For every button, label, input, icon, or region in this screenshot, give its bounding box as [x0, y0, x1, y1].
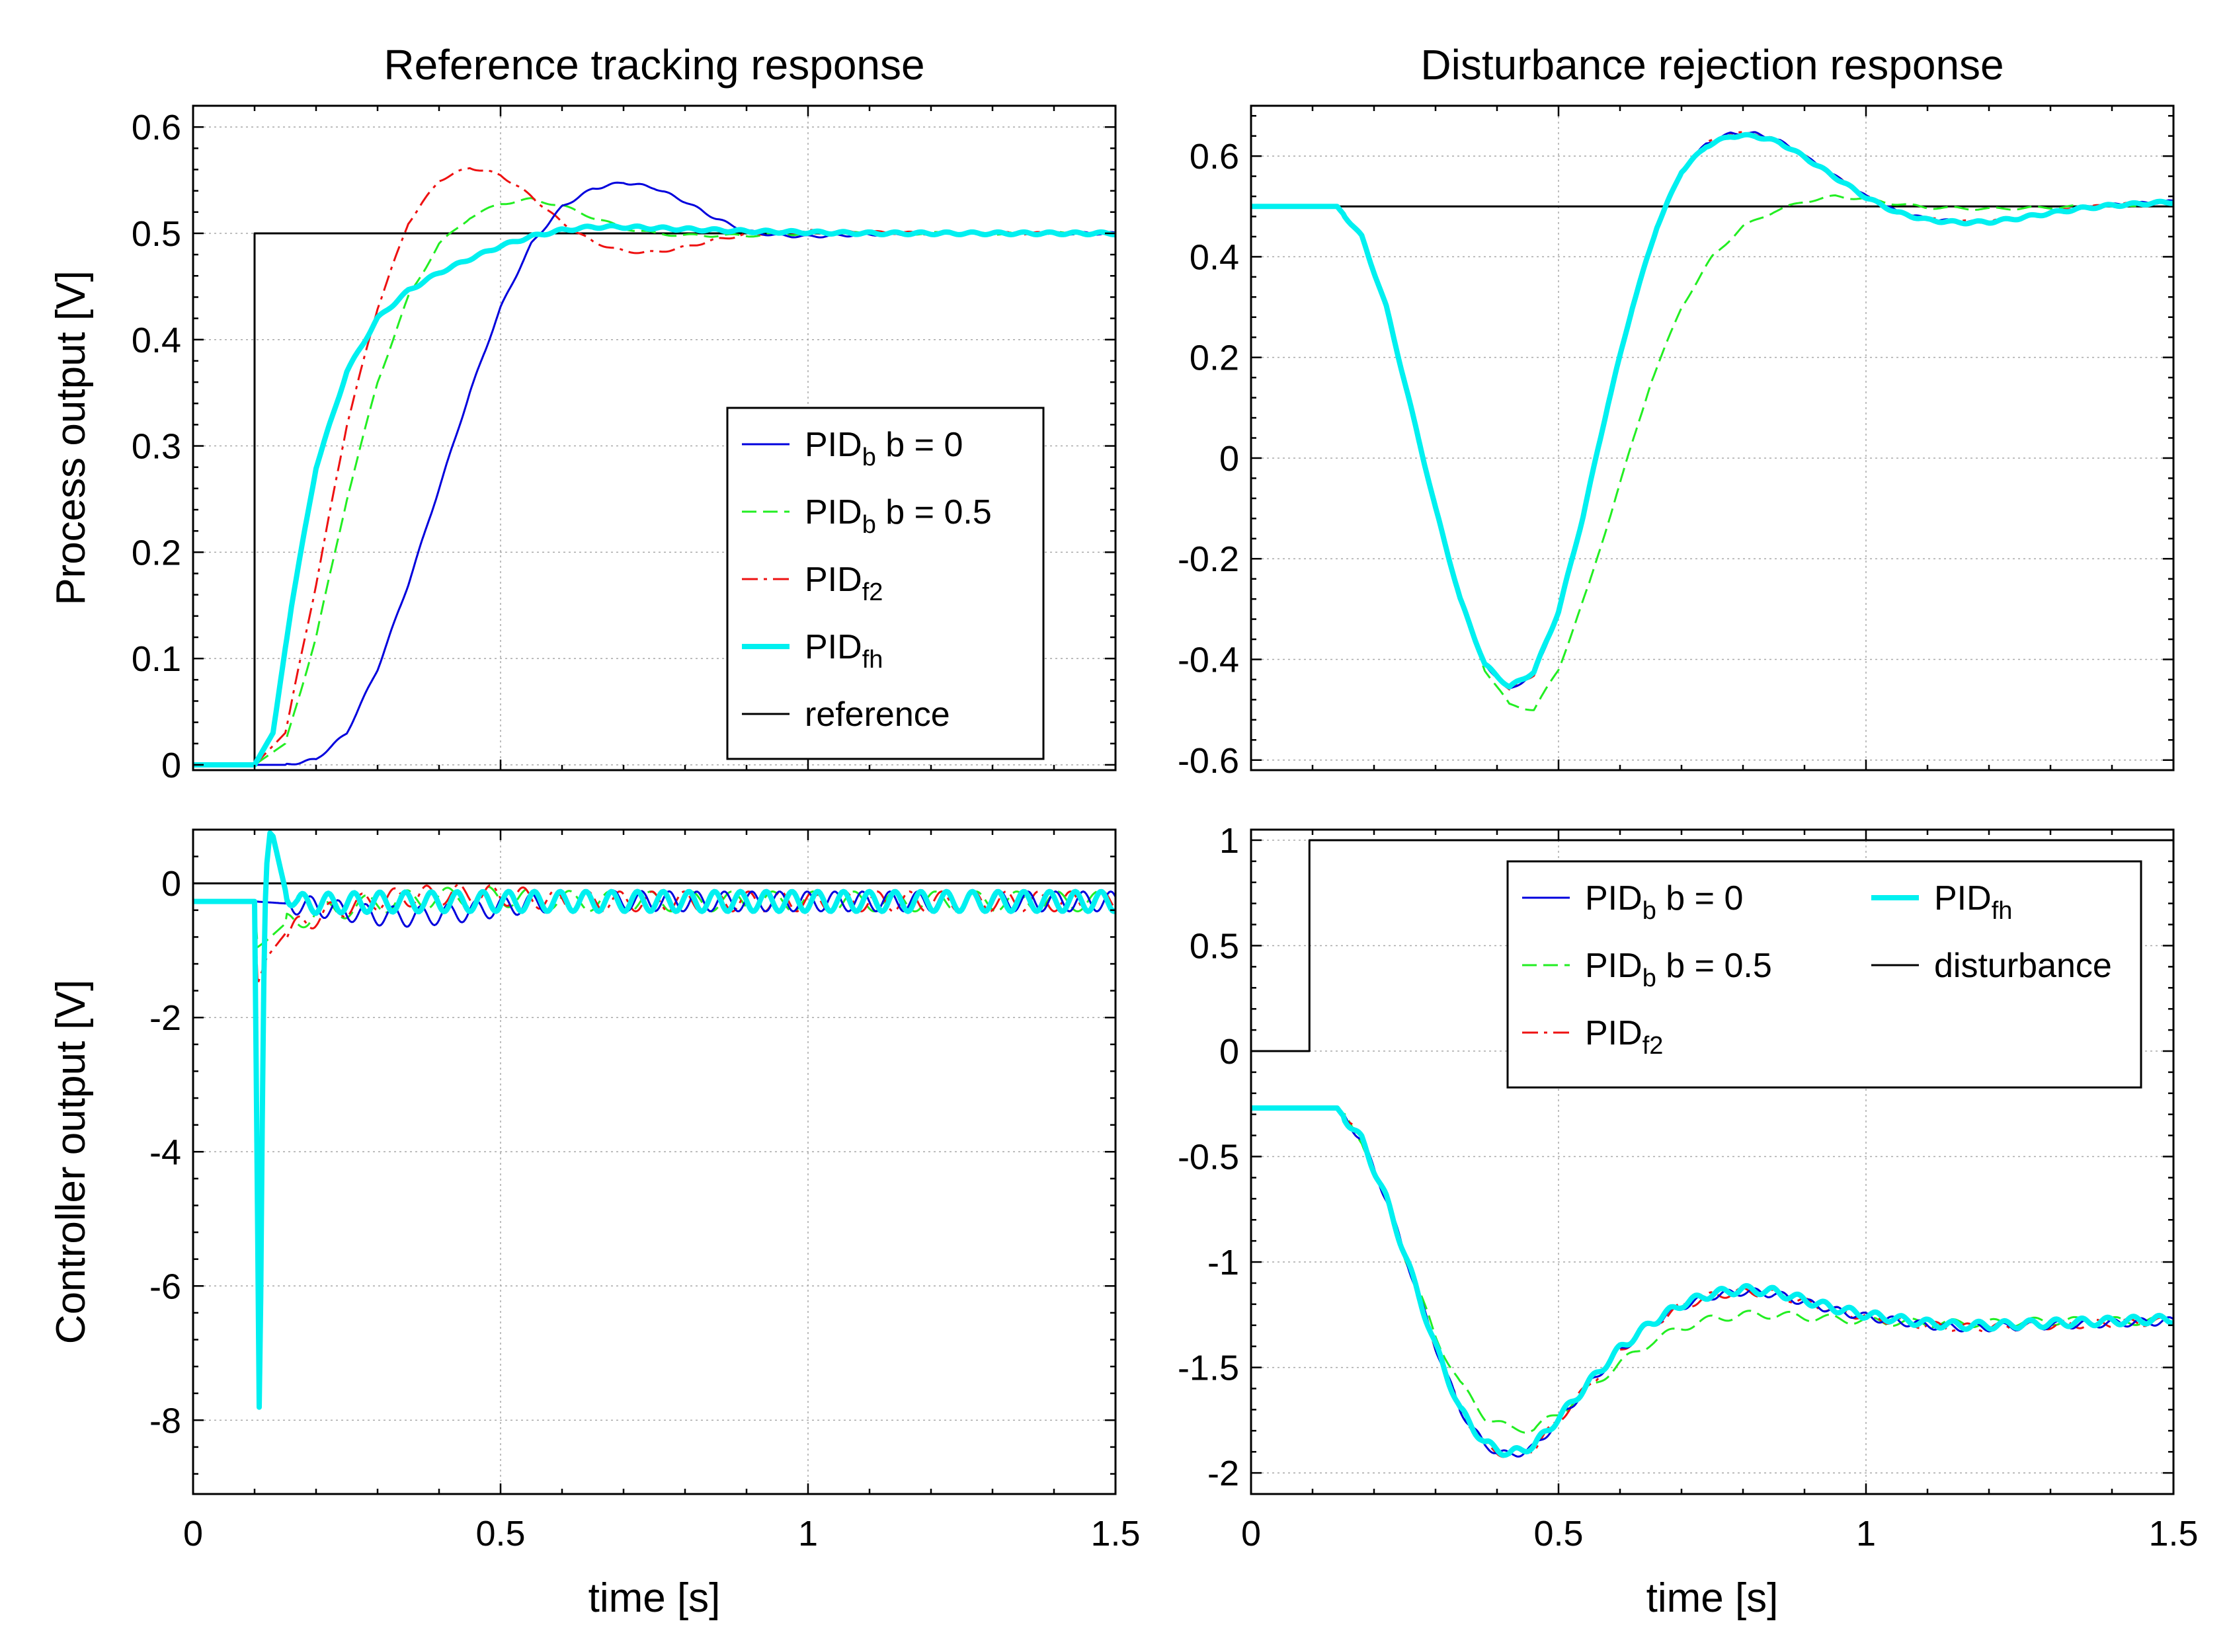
series-cyan-tr — [1251, 132, 2173, 689]
y-tick-label: -6 — [149, 1267, 181, 1306]
y-tick-label: 1 — [1219, 821, 1239, 861]
x-tick-label: 0 — [183, 1514, 203, 1554]
x-tick-label: 0.5 — [1533, 1514, 1583, 1554]
series-black-br — [1251, 839, 2173, 1052]
y-axis-label: Controller output [V] — [48, 980, 94, 1344]
legend-label-black: disturbance — [1934, 947, 2112, 985]
series-cyan-tl — [193, 223, 1115, 767]
x-tick-label: 0.5 — [475, 1514, 525, 1554]
y-tick-label: 0.1 — [132, 639, 181, 679]
y-tick-label: -0.5 — [1178, 1138, 1239, 1177]
y-tick-label: 0 — [1219, 439, 1239, 479]
x-tick-label: 0 — [1241, 1514, 1261, 1554]
panel-bl: -8 -6 -4 -2 0 0 0.5 1 1.5 time [s] Controller outp… — [48, 828, 1141, 1621]
y-tick-label: 0.6 — [132, 108, 181, 147]
legend: PIDb b = 0 PIDb b = 0.5 PIDf2 PIDfh disturba… — [1506, 860, 2142, 1089]
x-axis-label: time [s] — [1646, 1575, 1779, 1621]
y-tick-label: 0.3 — [132, 427, 181, 467]
legend-box — [726, 407, 1045, 760]
y-tick-label: 0 — [161, 746, 181, 785]
y-tick-label: -2 — [149, 998, 181, 1038]
chart-title: Reference tracking response — [384, 41, 924, 89]
axes-frame — [1250, 828, 2175, 1495]
legend: PIDb b = 0 PIDb b = 0.5 PIDf2 PIDfh referenc… — [726, 407, 1045, 760]
legend-label-red: PIDf2 — [805, 561, 883, 606]
y-tick-label: -4 — [149, 1132, 181, 1172]
chart-title: Disturbance rejection response — [1420, 41, 2004, 89]
x-tick-label: 1 — [798, 1514, 818, 1554]
y-tick-label: 0.2 — [132, 533, 181, 572]
series-cyan-br — [1251, 1105, 2173, 1458]
y-tick-label: -0.4 — [1178, 641, 1239, 680]
y-tick-label: 0 — [1219, 1032, 1239, 1072]
y-tick-label: 0.6 — [1190, 137, 1239, 177]
y-tick-label: -0.6 — [1178, 741, 1239, 781]
plot-area — [1251, 106, 2173, 770]
x-tick-label: 1.5 — [2148, 1514, 2198, 1554]
series-red-tl — [193, 167, 1115, 766]
y-tick-label: -1.5 — [1178, 1349, 1239, 1388]
y-tick-label: 0.5 — [132, 214, 181, 254]
x-tick-label: 1.5 — [1090, 1514, 1140, 1554]
y-tick-label: 0.4 — [132, 321, 181, 360]
panel-br: -2 -1.5 -1 -0.5 0 0.5 1 0 0.5 1 1.5 time [s] PIDb b … — [1178, 821, 2199, 1621]
y-tick-label: 0.4 — [1190, 237, 1239, 277]
axes-frame — [192, 828, 1117, 1495]
y-axis-label: Process output [V] — [48, 270, 94, 606]
x-tick-label: 1 — [1856, 1514, 1876, 1554]
y-tick-label: -8 — [149, 1401, 181, 1440]
panel-tr: -0.6 -0.4 -0.2 0 0.2 0.4 0.6 Disturbance reject… — [1178, 41, 2175, 781]
series-cyan-bl — [193, 830, 1115, 1410]
legend-box — [1506, 860, 2142, 1089]
axes-frame — [192, 104, 1117, 771]
legend-label-black: reference — [805, 695, 950, 734]
y-tick-label: -2 — [1207, 1454, 1239, 1493]
y-tick-label: 0.2 — [1190, 338, 1239, 378]
legend-label-cyan: PIDfh — [1934, 879, 2012, 925]
legend-label-blue: PIDb b = 0 — [805, 426, 963, 471]
y-tick-label: 0 — [161, 864, 181, 904]
legend-label-blue: PIDb b = 0 — [1585, 879, 1743, 925]
panel-tl: 0 0.1 0.2 0.3 0.4 0.5 0.6 Reference tracking re… — [48, 41, 1117, 785]
legend-label-green: PIDb b = 0.5 — [1585, 947, 1772, 992]
y-tick-label: -1 — [1207, 1243, 1239, 1282]
y-tick-label: 0.5 — [1190, 926, 1239, 966]
y-tick-label: -0.2 — [1178, 539, 1239, 579]
plot-area — [193, 830, 1115, 1494]
legend-label-cyan: PIDfh — [805, 628, 883, 674]
legend-label-red: PIDf2 — [1585, 1014, 1663, 1060]
legend-label-green: PIDb b = 0.5 — [805, 493, 992, 539]
x-axis-label: time [s] — [588, 1575, 721, 1621]
